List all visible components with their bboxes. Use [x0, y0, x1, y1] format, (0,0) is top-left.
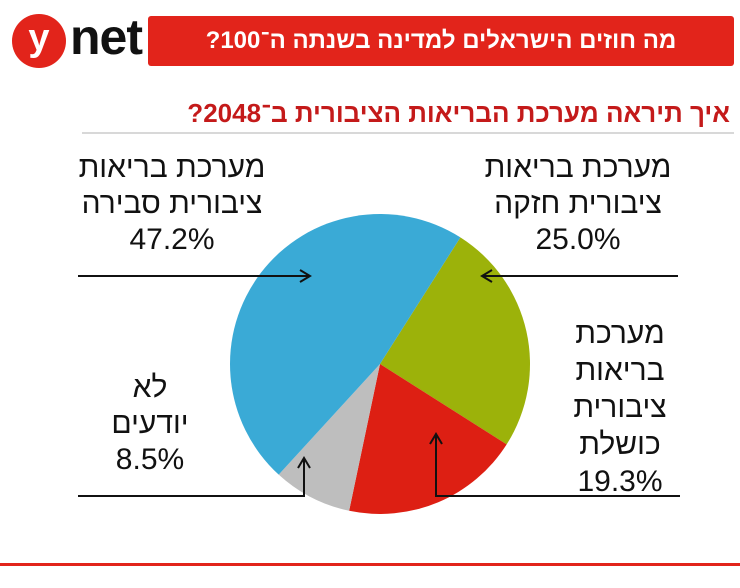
label-failing-line1: מערכת: [575, 317, 665, 350]
label-unknown: לא יודעים 8.5%: [80, 370, 220, 478]
ynet-logo-word[interactable]: net: [70, 9, 143, 65]
label-reasonable: מערכת בריאות ציבורית סבירה 47.2%: [52, 150, 292, 258]
pointer-reasonable-arrowhead: [299, 269, 312, 283]
title-divider: [82, 132, 734, 134]
label-failing-line3: ציבורית: [573, 391, 667, 424]
label-unknown-value: 8.5%: [115, 443, 185, 476]
pointer-strong-arrowhead: [480, 269, 493, 283]
logo-mark-letter: y: [28, 17, 50, 59]
label-failing: מערכת בריאות ציבורית כושלת 19.3%: [540, 315, 700, 500]
label-reasonable-line1: מערכת בריאות: [78, 151, 266, 184]
label-reasonable-value: 47.2%: [129, 223, 215, 256]
pointer-unknown-arrowhead: [297, 456, 311, 469]
label-strong-line2: ציבורית חזקה: [494, 187, 662, 220]
label-reasonable-line2: ציבורית סבירה: [81, 187, 263, 220]
label-strong-value: 25.0%: [535, 223, 621, 256]
pie-slice-strong: [380, 237, 530, 445]
pointer-unknown: [78, 458, 305, 497]
bottom-divider: [0, 563, 740, 566]
pie-slice-failing: [349, 364, 507, 514]
headline-text: מה חוזים הישראלים למדינה בשנתה ה־100?: [205, 27, 677, 54]
chart-title: איך תיראה מערכת הבריאות הציבורית ב־2048?: [187, 98, 730, 128]
headline-banner: מה חוזים הישראלים למדינה בשנתה ה־100?: [148, 16, 734, 66]
label-strong-line1: מערכת בריאות: [484, 151, 672, 184]
label-unknown-line1: לא: [132, 371, 168, 404]
pie-slice-reasonable: [230, 214, 461, 475]
label-unknown-line2: יודעים: [111, 407, 189, 440]
label-failing-line2: בריאות: [575, 354, 665, 387]
label-failing-value: 19.3%: [577, 465, 663, 498]
pointer-failing-arrowhead: [429, 432, 443, 445]
pointer-failing: [435, 434, 680, 497]
label-failing-line4: כושלת: [579, 428, 661, 461]
ynet-logo-mark[interactable]: y: [12, 14, 66, 68]
label-strong: מערכת בריאות ציבורית חזקה 25.0%: [458, 150, 698, 258]
